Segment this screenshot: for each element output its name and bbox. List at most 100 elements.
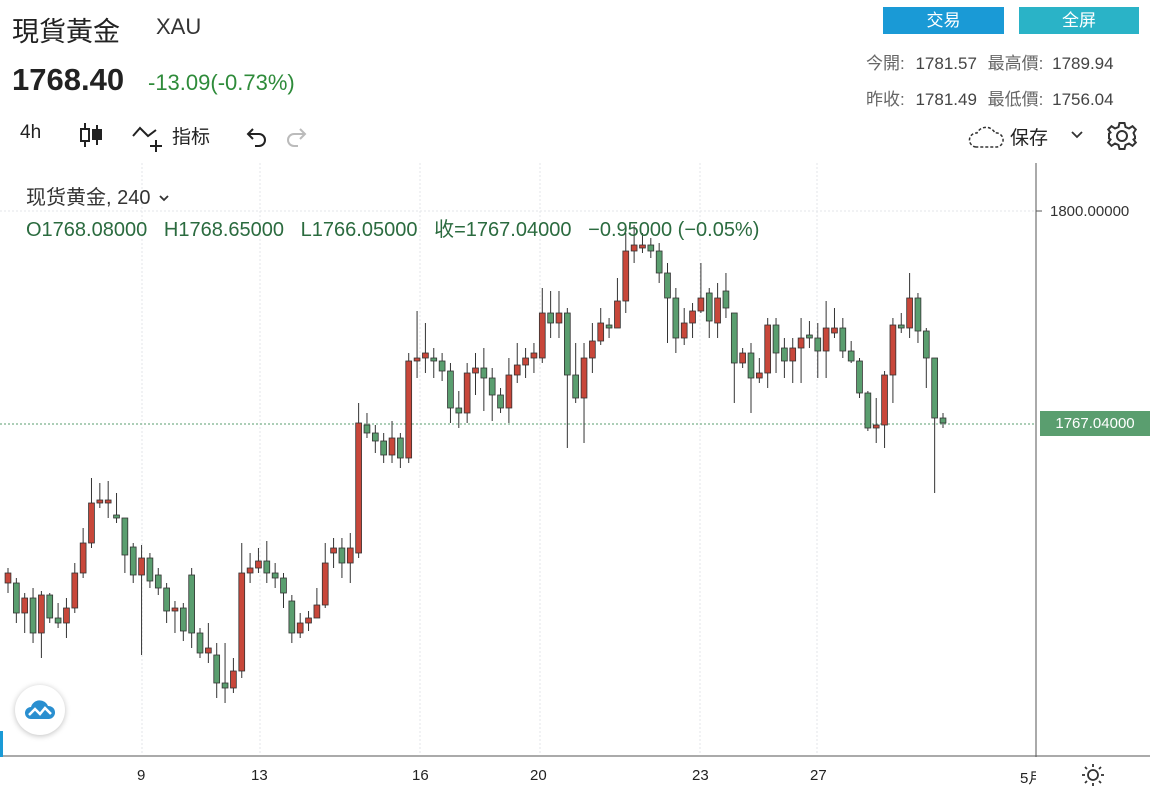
- cloud-icon: [968, 126, 1004, 148]
- candle-body: [422, 352, 429, 359]
- candle-body: [263, 560, 271, 574]
- candle-body: [380, 440, 387, 456]
- candle-body: [246, 567, 254, 574]
- candle-body: [397, 437, 404, 459]
- candle-body: [505, 374, 513, 409]
- candle-body: [71, 572, 79, 609]
- candle-body: [321, 562, 329, 606]
- open-value: 1781.57: [915, 54, 977, 73]
- prev-close-value: 1781.49: [915, 90, 977, 109]
- candle-body: [463, 372, 471, 414]
- candle-body: [839, 327, 847, 352]
- candle-body: [188, 574, 195, 634]
- sun-settings-icon[interactable]: [1081, 763, 1105, 787]
- candle-body: [413, 357, 421, 362]
- low-value: 1756.04: [1052, 90, 1114, 109]
- candle-body: [630, 244, 638, 252]
- redo-icon[interactable]: [286, 124, 310, 148]
- candle-body: [705, 292, 713, 322]
- candle-body: [29, 597, 37, 634]
- x-axis-label: 13: [251, 767, 268, 784]
- candle-body: [280, 577, 287, 594]
- candle-body: [271, 572, 279, 579]
- candle-body: [639, 244, 646, 249]
- instrument-symbol: XAU: [156, 14, 202, 39]
- candle-body: [789, 347, 797, 362]
- candle-body: [672, 297, 680, 339]
- candle-body: [230, 670, 237, 689]
- indicators-button[interactable]: 指标: [132, 120, 222, 152]
- candle-body: [922, 330, 930, 359]
- x-axis-label: 27: [810, 767, 827, 784]
- candle-body: [872, 424, 880, 429]
- stats-row-1: 今開: 1781.57 最高價: 1789.94: [866, 49, 1114, 74]
- candle-body: [63, 607, 70, 624]
- candle-body: [330, 547, 337, 554]
- candle-body: [497, 394, 504, 409]
- candle-body: [255, 560, 262, 569]
- candlestick-chart[interactable]: [0, 163, 1040, 755]
- candlestick-style-icon[interactable]: [78, 120, 104, 150]
- candle-body: [129, 546, 137, 576]
- candle-body: [121, 517, 129, 556]
- candle-body: [146, 557, 154, 582]
- candle-body: [747, 352, 755, 379]
- tradingview-logo-button[interactable]: [15, 685, 65, 735]
- save-button[interactable]: 保存: [967, 120, 1087, 152]
- price-axis-tick: 1800.00000: [1050, 203, 1130, 220]
- candle-body: [622, 250, 630, 302]
- candle-body: [88, 502, 95, 544]
- candle-body: [714, 297, 721, 324]
- interval-selector[interactable]: 4h: [20, 122, 42, 143]
- candle-body: [831, 327, 838, 334]
- candle-body: [906, 297, 913, 329]
- candle-body: [555, 312, 563, 324]
- candle-body: [313, 604, 321, 619]
- save-label: 保存: [1010, 128, 1049, 149]
- candle-body: [296, 622, 304, 634]
- candle-body: [897, 324, 905, 329]
- candle-body: [814, 337, 822, 352]
- current-price: 1768.40: [12, 62, 125, 97]
- legend-series-name: 现货黄金: [26, 187, 106, 209]
- fullscreen-button[interactable]: 全屏: [1019, 7, 1139, 34]
- candle-body: [4, 572, 12, 584]
- chart-legend-title[interactable]: 现货黄金, 240: [26, 181, 170, 210]
- candle-body: [13, 582, 20, 614]
- candle-body: [614, 300, 621, 329]
- trade-button[interactable]: 交易: [883, 7, 1004, 34]
- prev-close-label: 昨收:: [866, 90, 905, 109]
- axis-frame: [0, 163, 1150, 757]
- candle-body: [522, 357, 529, 366]
- candle-body: [363, 424, 371, 434]
- candle-body: [138, 557, 145, 576]
- candle-body: [889, 324, 897, 376]
- candle-body: [213, 654, 221, 684]
- candle-body: [764, 324, 772, 374]
- candle-body: [513, 364, 521, 376]
- candle-body: [756, 372, 763, 379]
- undo-icon[interactable]: [243, 124, 267, 148]
- candle-body: [564, 312, 571, 376]
- candle-body: [864, 392, 872, 429]
- side-panel-tab[interactable]: [0, 731, 3, 757]
- candle-body: [346, 547, 354, 564]
- gear-icon[interactable]: [1106, 120, 1138, 152]
- candle-body: [680, 322, 688, 339]
- candle-body: [822, 327, 830, 352]
- candle-body: [96, 499, 104, 504]
- candle-body: [171, 607, 179, 612]
- candle-body: [472, 367, 479, 374]
- cloud-logo-icon: [25, 700, 56, 719]
- candle-body: [772, 324, 780, 354]
- low-label: 最低價:: [987, 90, 1044, 109]
- candle-body: [538, 312, 546, 359]
- candle-body: [722, 290, 730, 309]
- candle-body: [21, 597, 29, 614]
- candle-body: [338, 547, 346, 564]
- candle-body: [79, 542, 87, 574]
- candle-body: [38, 594, 45, 634]
- candle-body: [655, 250, 663, 274]
- candle-body: [388, 437, 396, 456]
- candle-body: [430, 357, 438, 362]
